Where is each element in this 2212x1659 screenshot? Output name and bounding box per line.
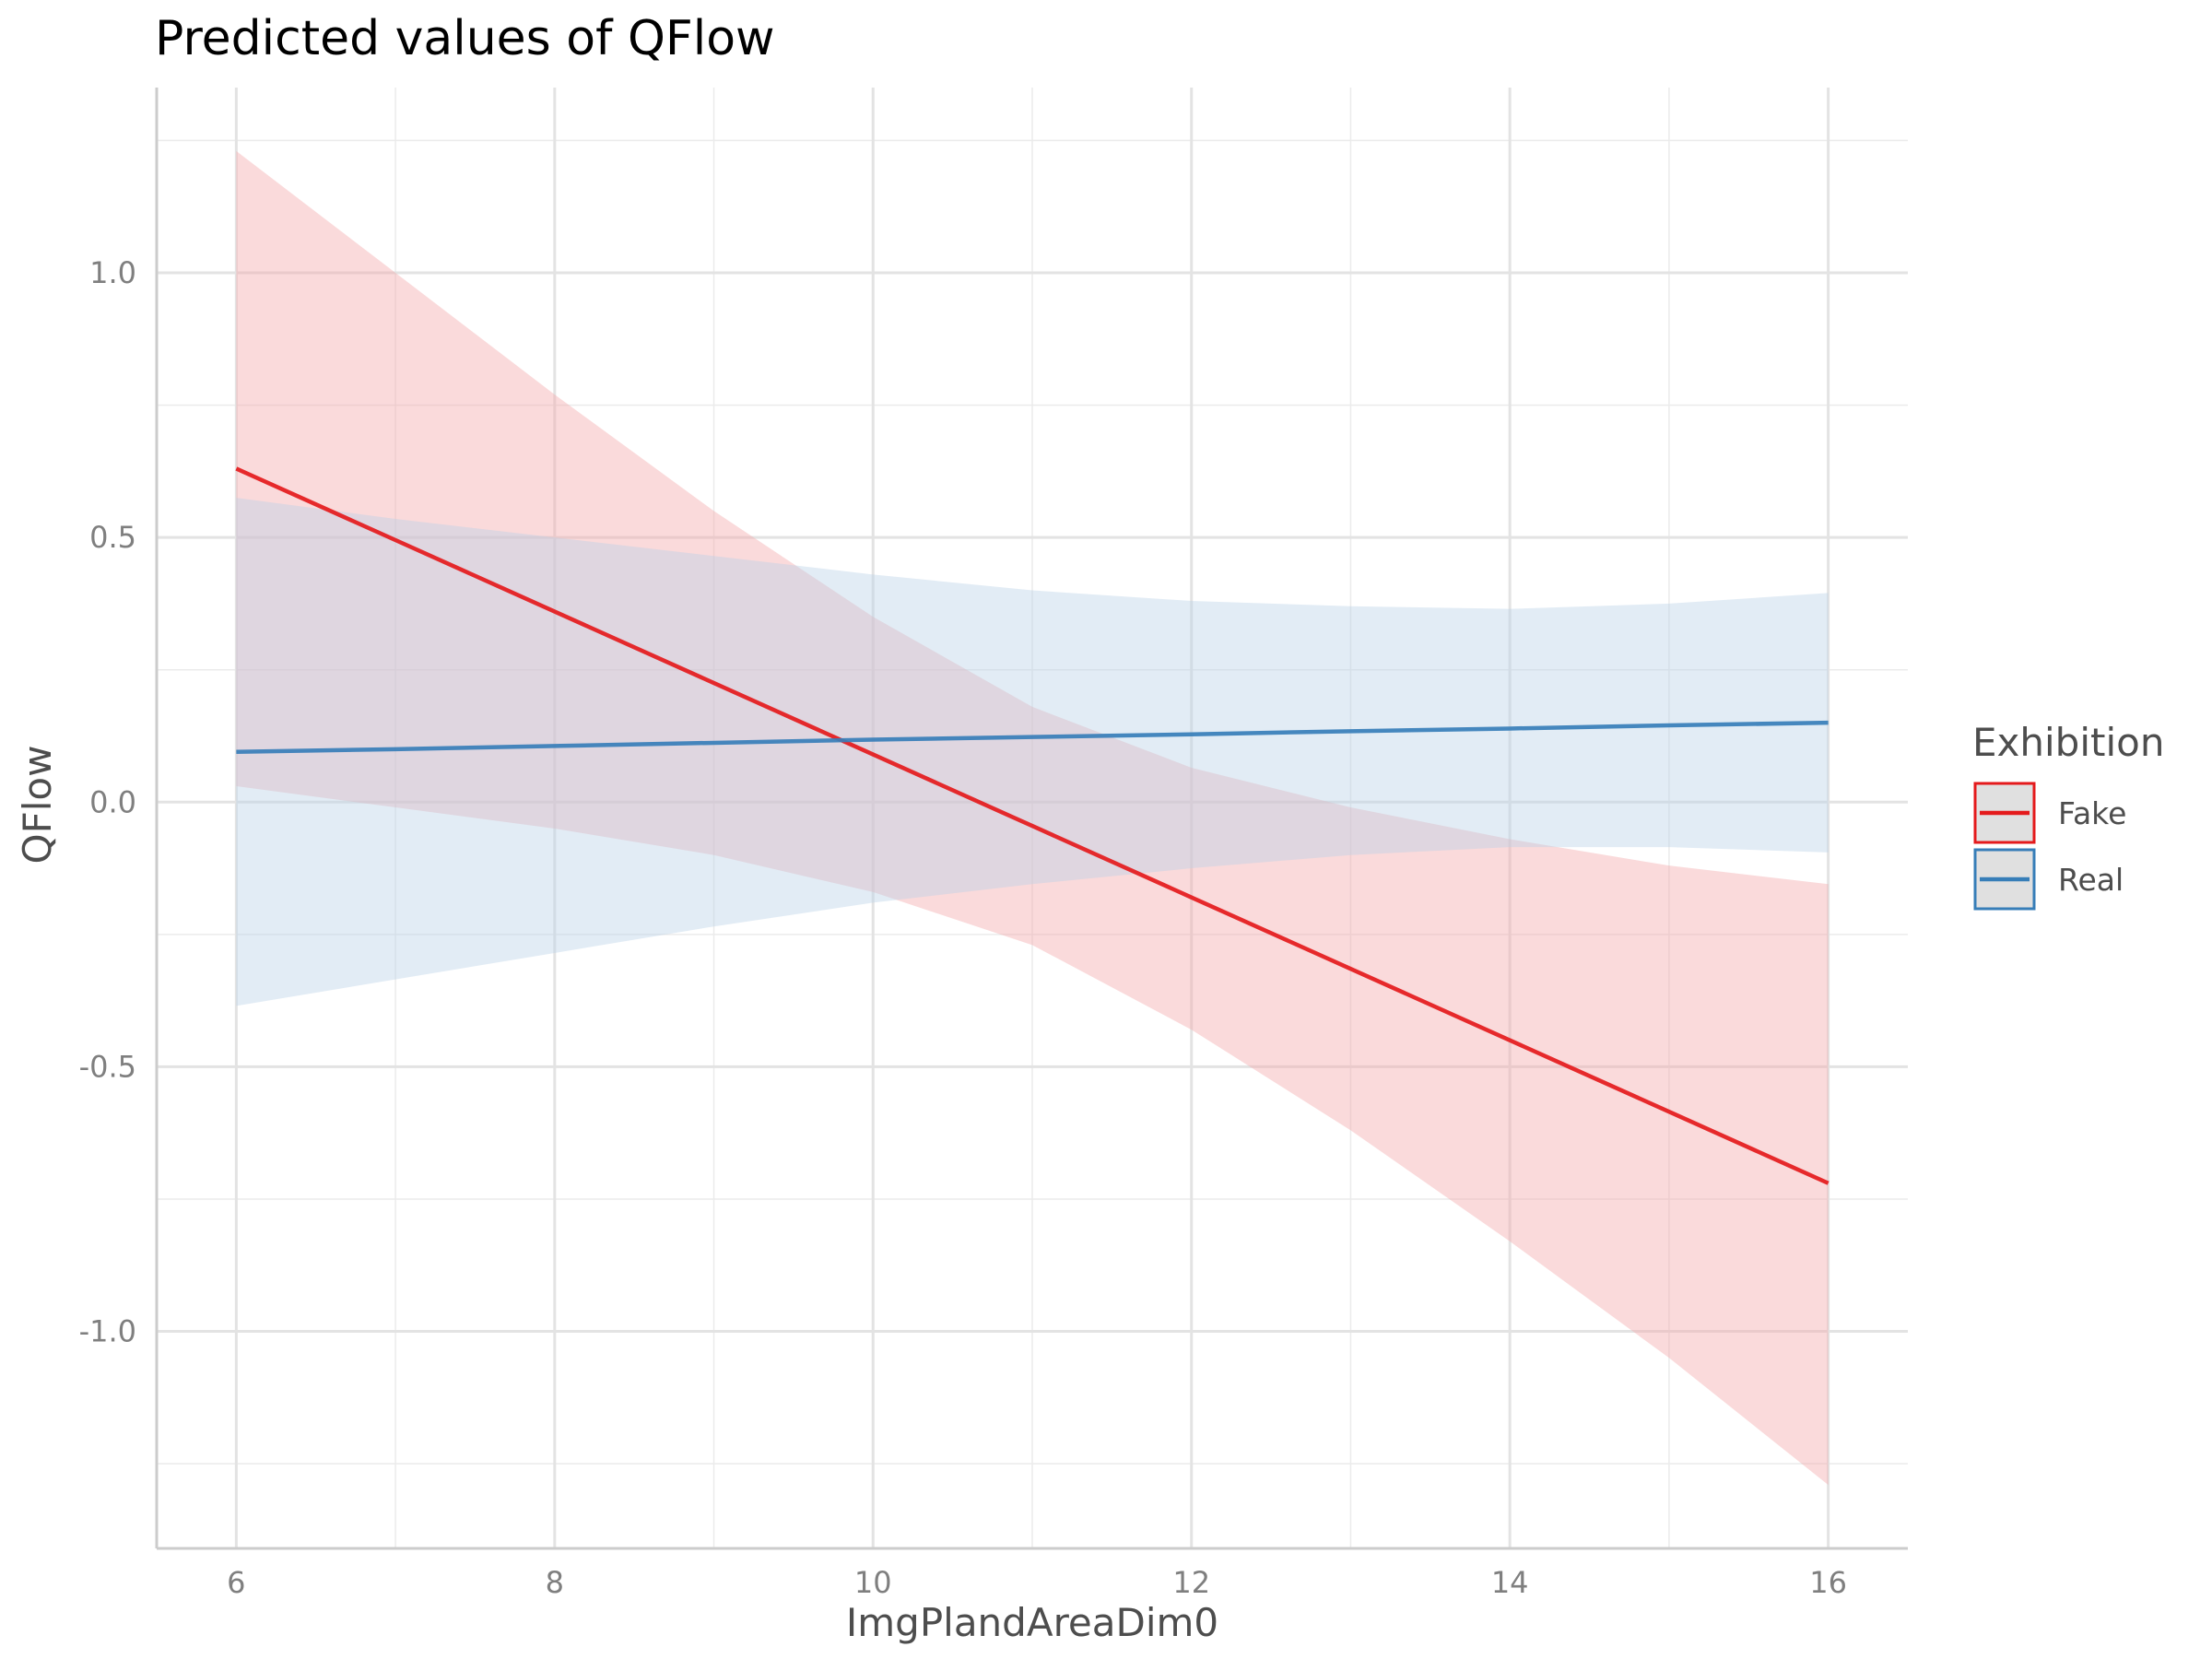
y-axis-title: QFlow <box>15 746 60 865</box>
confidence-bands <box>236 150 1829 1486</box>
x-tick-label: 16 <box>1809 1565 1847 1600</box>
x-tick-label: 12 <box>1172 1565 1210 1600</box>
confidence-band-real <box>236 498 1829 1006</box>
legend-title: Exhibition <box>1972 720 2164 765</box>
series-line-real <box>236 720 1829 754</box>
y-tick-label: 0.0 <box>89 784 136 819</box>
legend-items: Fake Real <box>1973 782 2126 911</box>
chart-title: Predicted values of QFlow <box>155 11 775 66</box>
major-gridlines <box>157 88 1908 1548</box>
x-axis-title: ImgPlandAreaDim0 <box>846 1600 1218 1645</box>
confidence-band-fake <box>236 150 1829 1486</box>
tick-labels: 6 8 10 12 14 16 -1.0 -0.5 0.0 0.5 1.0 <box>79 255 1847 1600</box>
legend: Exhibition Fake Real <box>1972 720 2164 911</box>
y-tick-label: 0.5 <box>89 520 136 555</box>
x-tick-label: 14 <box>1491 1565 1529 1600</box>
legend-label: Fake <box>2058 795 2126 831</box>
axes <box>155 88 1908 1550</box>
y-tick-label: -0.5 <box>79 1049 136 1084</box>
series-lines <box>235 466 1830 1185</box>
legend-label: Real <box>2058 862 2124 898</box>
x-tick-label: 10 <box>854 1565 892 1600</box>
x-tick-label: 6 <box>227 1565 245 1600</box>
legend-item-fake: Fake <box>1973 782 2126 844</box>
minor-gridlines <box>157 88 1908 1548</box>
series-line-fake <box>235 466 1830 1185</box>
y-tick-label: 1.0 <box>89 255 136 290</box>
legend-item-real: Real <box>1973 848 2124 911</box>
x-tick-label: 8 <box>546 1565 564 1600</box>
y-tick-label: -1.0 <box>79 1314 136 1349</box>
